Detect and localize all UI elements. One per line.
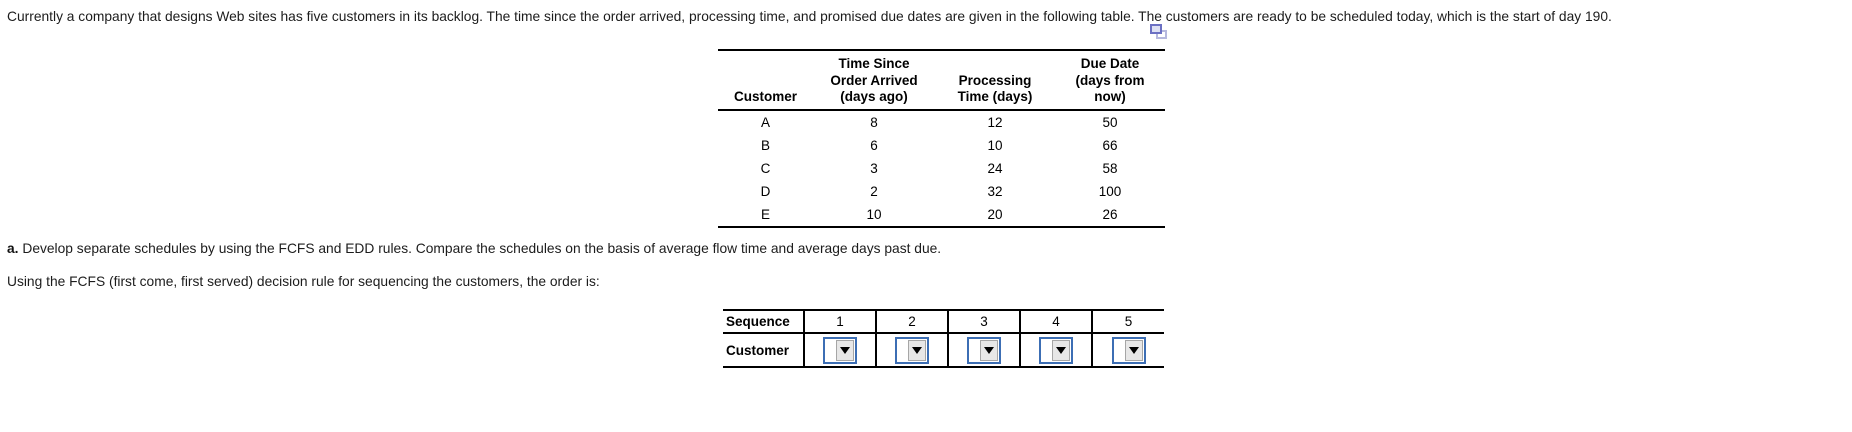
cell-customer: D (760, 183, 771, 199)
dropdown-arrow-button[interactable] (908, 339, 926, 361)
chevron-down-icon (840, 346, 850, 354)
chevron-down-icon (912, 346, 922, 354)
cell-time-since: 6 (870, 137, 878, 153)
cell-processing: 20 (987, 206, 1003, 222)
col-header-time-since: Time Since Order Arrived (days ago) (813, 50, 935, 111)
cell-processing: 24 (987, 160, 1003, 176)
customer-select-4[interactable] (1039, 336, 1073, 364)
col-header-due-date: Due Date (days from now) (1055, 50, 1165, 111)
cell-due-date: 66 (1102, 137, 1118, 153)
part-a-label: a. (7, 241, 19, 256)
cell-processing: 32 (987, 183, 1003, 199)
popout-icon[interactable] (1150, 24, 1170, 41)
chevron-down-icon (1056, 346, 1066, 354)
problem-statement: Currently a company that designs Web sit… (7, 9, 1612, 24)
dropdown-arrow-button[interactable] (980, 339, 998, 361)
cell-due-date: 50 (1102, 114, 1118, 130)
col-header-processing: Processing Time (days) (935, 50, 1055, 111)
dropdown-arrow-button[interactable] (1052, 339, 1070, 361)
dropdown-arrow-button[interactable] (836, 339, 854, 361)
cell-customer: B (760, 137, 770, 153)
chevron-down-icon (984, 346, 994, 354)
dropdown-arrow-button[interactable] (1124, 339, 1143, 361)
sequence-number: 1 (804, 309, 877, 334)
customer-row-label: Customer (723, 333, 805, 368)
customer-select-2[interactable] (895, 336, 929, 364)
table-row: B 6 10 66 (718, 134, 1165, 157)
popout-icon-front-square (1150, 24, 1162, 34)
cell-processing: 10 (987, 137, 1003, 153)
part-a-body: Develop separate schedules by using the … (18, 241, 942, 256)
customer-select-cell-2 (876, 333, 949, 368)
customer-select-cell-3 (948, 333, 1021, 368)
customer-select-1[interactable] (823, 336, 857, 364)
cell-due-date: 58 (1102, 160, 1118, 176)
customer-select-cell-5 (1092, 333, 1164, 368)
table-row: D 2 32 100 (718, 180, 1165, 203)
col-header-customer: Customer (718, 50, 813, 111)
cell-time-since: 3 (870, 160, 878, 176)
table-row: A 8 12 50 (718, 110, 1165, 134)
cell-customer: E (760, 206, 770, 222)
fcfs-instruction: Using the FCFS (first come, first served… (7, 274, 600, 289)
sequence-number: 5 (1092, 309, 1164, 334)
part-a-text: a. Develop separate schedules by using t… (7, 240, 941, 257)
cell-customer: C (760, 160, 771, 176)
cell-time-since: 8 (870, 114, 878, 130)
orders-table: Customer Time Since Order Arrived (days … (718, 49, 1165, 228)
sequence-number: 4 (1020, 309, 1093, 334)
sequence-row: Sequence 1 2 3 4 5 (723, 309, 1164, 334)
chevron-down-icon (1128, 346, 1139, 354)
cell-due-date: 26 (1102, 206, 1118, 222)
customer-select-5[interactable] (1111, 336, 1146, 364)
cell-time-since: 10 (866, 206, 882, 222)
sequence-number: 3 (948, 309, 1021, 334)
table-row: E 10 20 26 (718, 203, 1165, 227)
cell-due-date: 100 (1098, 183, 1122, 199)
cell-time-since: 2 (870, 183, 878, 199)
sequence-table: Sequence 1 2 3 4 5 Customer (723, 309, 1164, 368)
cell-customer: A (760, 114, 770, 130)
cell-processing: 12 (987, 114, 1003, 130)
customer-row: Customer (723, 333, 1164, 368)
customer-select-cell-4 (1020, 333, 1093, 368)
sequence-row-label: Sequence (723, 309, 805, 334)
table-row: C 3 24 58 (718, 157, 1165, 180)
sequence-number: 2 (876, 309, 949, 334)
customer-select-3[interactable] (967, 336, 1001, 364)
customer-select-cell-1 (804, 333, 877, 368)
orders-header-row: Customer Time Since Order Arrived (days … (718, 50, 1165, 111)
